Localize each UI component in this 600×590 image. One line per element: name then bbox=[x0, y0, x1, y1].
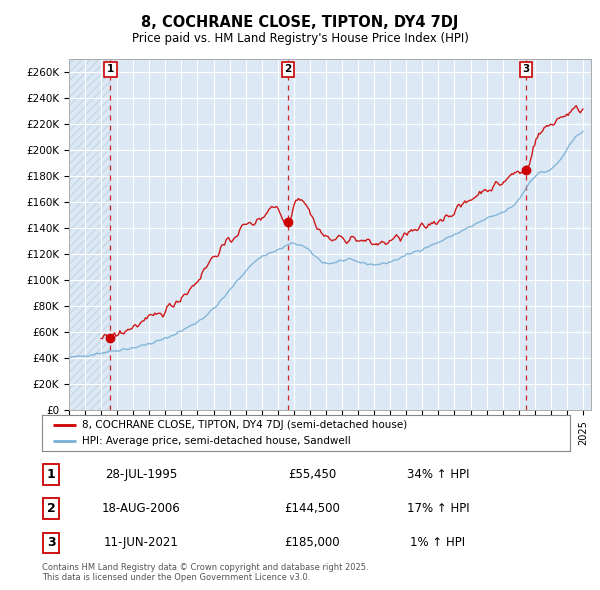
Text: £55,450: £55,450 bbox=[288, 468, 336, 481]
Text: £144,500: £144,500 bbox=[284, 502, 340, 515]
Text: 28-JUL-1995: 28-JUL-1995 bbox=[105, 468, 177, 481]
Text: 34% ↑ HPI: 34% ↑ HPI bbox=[407, 468, 469, 481]
Text: 17% ↑ HPI: 17% ↑ HPI bbox=[407, 502, 469, 515]
Text: £185,000: £185,000 bbox=[284, 536, 340, 549]
Text: 11-JUN-2021: 11-JUN-2021 bbox=[104, 536, 178, 549]
Text: 3: 3 bbox=[523, 64, 530, 74]
Text: 2: 2 bbox=[284, 64, 292, 74]
Text: 8, COCHRANE CLOSE, TIPTON, DY4 7DJ: 8, COCHRANE CLOSE, TIPTON, DY4 7DJ bbox=[142, 15, 458, 30]
Text: 1: 1 bbox=[107, 64, 114, 74]
Text: 1: 1 bbox=[47, 468, 55, 481]
Text: 3: 3 bbox=[47, 536, 55, 549]
Text: 18-AUG-2006: 18-AUG-2006 bbox=[101, 502, 181, 515]
Text: 1% ↑ HPI: 1% ↑ HPI bbox=[410, 536, 466, 549]
Text: HPI: Average price, semi-detached house, Sandwell: HPI: Average price, semi-detached house,… bbox=[82, 437, 350, 447]
Text: Contains HM Land Registry data © Crown copyright and database right 2025.
This d: Contains HM Land Registry data © Crown c… bbox=[42, 563, 368, 582]
Text: 8, COCHRANE CLOSE, TIPTON, DY4 7DJ (semi-detached house): 8, COCHRANE CLOSE, TIPTON, DY4 7DJ (semi… bbox=[82, 419, 407, 430]
Bar bbox=[69, 59, 110, 410]
Text: 2: 2 bbox=[47, 502, 55, 515]
Text: Price paid vs. HM Land Registry's House Price Index (HPI): Price paid vs. HM Land Registry's House … bbox=[131, 32, 469, 45]
